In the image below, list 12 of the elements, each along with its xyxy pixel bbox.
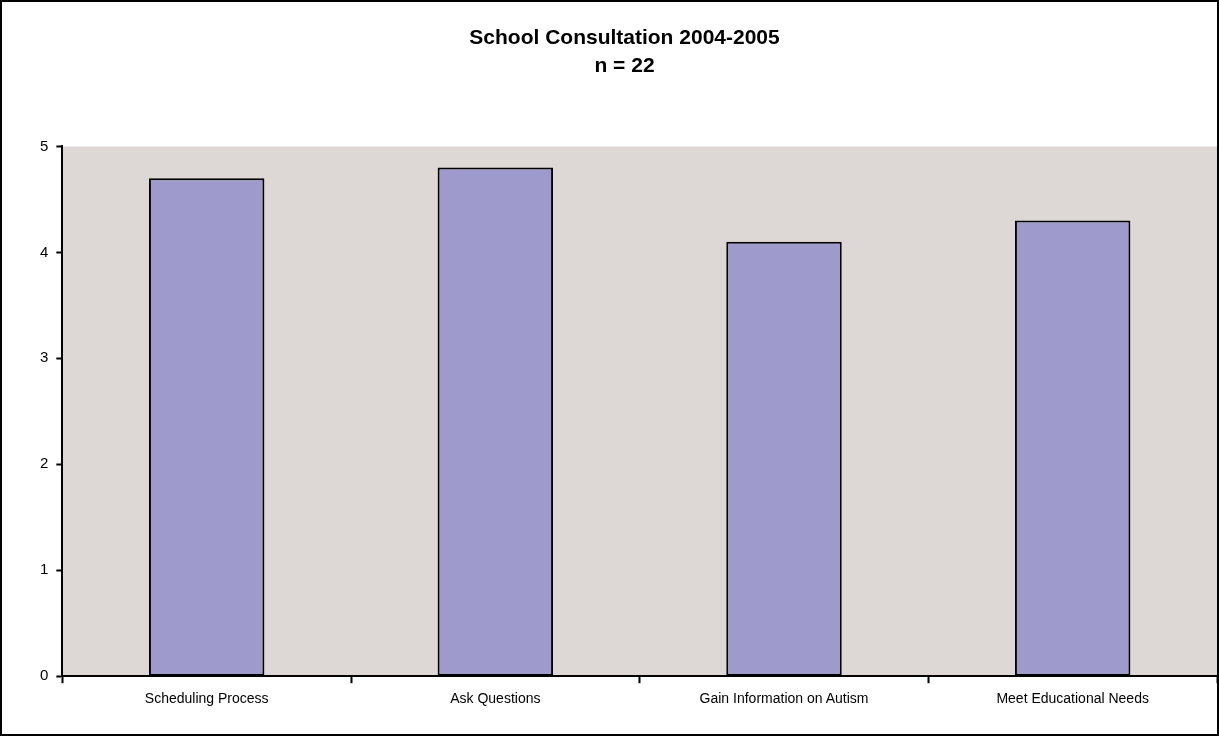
x-tick-label: Meet Educational Needs — [996, 690, 1149, 707]
x-tick-label: Scheduling Process — [144, 690, 269, 707]
y-tick-label: 5 — [40, 136, 49, 154]
y-tick-label: 3 — [40, 348, 49, 366]
y-tick-label: 1 — [40, 560, 49, 578]
y-tick-label: 0 — [40, 666, 49, 684]
y-tick-label: 4 — [40, 242, 49, 260]
chart-subtitle: n = 22 — [594, 52, 655, 76]
x-tick-label: Ask Questions — [450, 690, 541, 707]
x-tick-label: Gain Information on Autism — [699, 690, 869, 707]
chart-title: School Consultation 2004-2005 — [469, 25, 781, 49]
y-tick-label: 2 — [40, 454, 49, 472]
